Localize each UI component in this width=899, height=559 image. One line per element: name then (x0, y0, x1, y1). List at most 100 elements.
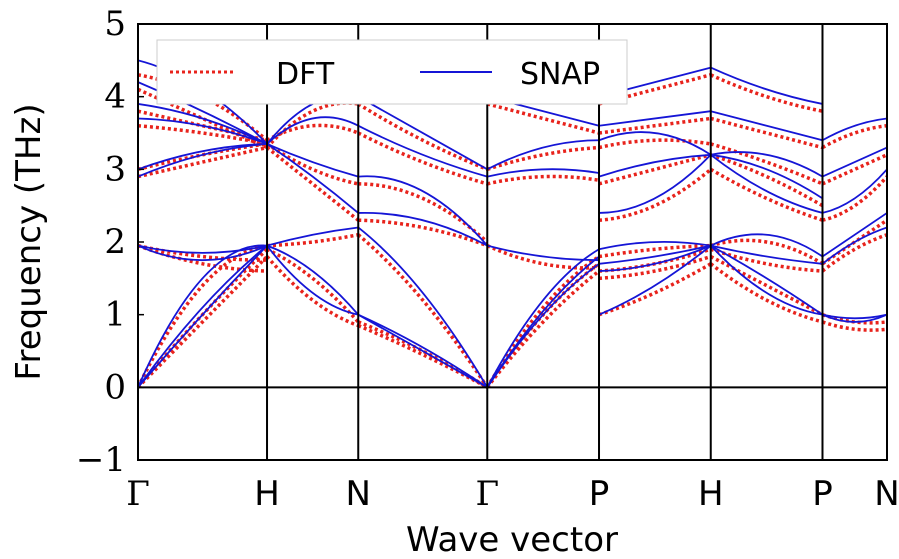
band-line-snap (138, 117, 268, 145)
band-line-dft (821, 123, 887, 150)
band-line-dft (821, 233, 887, 273)
band-line-snap (821, 212, 887, 258)
x-tick-label: Γ (475, 474, 499, 514)
band-line-snap (822, 313, 887, 323)
band-line-snap (487, 244, 600, 262)
band-line-dft (265, 101, 359, 149)
y-axis-label: Frequency (THz) (9, 103, 49, 380)
band-line-snap (710, 233, 823, 258)
band-line-snap (357, 226, 489, 388)
band-line-snap (357, 313, 488, 389)
x-tick-label: N (874, 474, 899, 514)
band-line-dft (598, 167, 712, 222)
band-line-dft (357, 233, 489, 389)
legend-box (156, 39, 628, 105)
band-line-dft (710, 238, 824, 266)
y-tick-label: 4 (104, 77, 126, 117)
band-line-snap (266, 143, 359, 178)
band-line-snap (486, 139, 600, 171)
band-line-dft (357, 102, 488, 171)
series-dft (138, 73, 887, 389)
band-line-snap (266, 245, 359, 316)
band-line-snap (358, 211, 488, 247)
band-line-snap (486, 248, 600, 388)
band-line-dft (138, 255, 269, 389)
band-line-dft (710, 153, 824, 208)
legend-label-snap: SNAP (520, 57, 600, 92)
band-line-snap (822, 168, 887, 214)
band-line-dft (265, 146, 360, 222)
band-line-dft (486, 102, 600, 135)
band-line-snap (357, 313, 488, 389)
band-line-snap (266, 244, 359, 316)
band-line-snap (266, 143, 359, 214)
band-line-dft (486, 145, 600, 171)
band-line-snap (598, 131, 712, 156)
band-line-dft (266, 123, 359, 142)
band-line-snap (822, 313, 887, 320)
y-tick-label: 1 (104, 295, 126, 335)
y-tick-label: 2 (104, 222, 126, 262)
band-line-snap (138, 245, 268, 388)
band-line-snap (138, 81, 268, 145)
series-snap (138, 59, 887, 389)
band-line-snap (822, 146, 887, 178)
band-line-snap (710, 245, 823, 316)
band-line-dft (138, 145, 268, 179)
band-line-dft (710, 142, 824, 186)
x-axis-label: Wave vector (406, 520, 618, 559)
x-tick-label: P (589, 474, 610, 514)
band-line-snap (710, 244, 823, 316)
band-line-snap (138, 103, 268, 145)
band-line-snap (138, 244, 268, 388)
band-line-snap (486, 255, 600, 388)
band-line-snap (598, 244, 712, 272)
band-line-dft (709, 167, 824, 222)
y-tick-label: 5 (104, 4, 126, 44)
band-line-snap (357, 95, 488, 171)
band-line-dft (598, 138, 712, 150)
band-line-dft (598, 254, 712, 281)
y-tick-label: 3 (104, 149, 126, 189)
legend: DFT SNAP (156, 39, 628, 105)
band-line-dft (598, 243, 711, 259)
band-line-dft (266, 142, 359, 186)
band-line-snap (710, 153, 823, 200)
band-line-snap (710, 154, 823, 214)
x-tick-label: P (812, 474, 833, 514)
band-line-dft (138, 243, 268, 273)
band-line-dft (709, 262, 823, 324)
band-line-dft (138, 243, 268, 389)
band-line-snap (266, 226, 359, 247)
band-line-dft (710, 73, 823, 113)
x-tick-label: N (346, 474, 371, 514)
y-axis-ticks: −1 0 1 2 3 4 5 (76, 4, 144, 480)
band-line-dft (709, 254, 824, 317)
band-line-dft (710, 116, 823, 150)
x-tick-label: H (698, 474, 724, 514)
band-line-snap (598, 244, 711, 265)
band-line-snap (822, 117, 887, 142)
band-line-dft (486, 244, 600, 270)
band-line-dft (486, 174, 600, 186)
band-line-dft (358, 182, 489, 244)
band-line-snap (821, 226, 887, 265)
x-tick-label: H (254, 474, 280, 514)
band-line-snap (138, 244, 268, 388)
band-line-snap (599, 154, 712, 214)
band-line-snap (357, 124, 488, 178)
band-line-snap (710, 244, 823, 265)
band-line-snap (598, 244, 712, 316)
x-tick-label: Γ (126, 474, 150, 514)
band-line-dft (598, 153, 712, 186)
band-line-snap (598, 153, 711, 178)
band-line-snap (598, 240, 711, 251)
band-line-snap (358, 175, 488, 247)
band-line-snap (138, 244, 268, 254)
band-line-snap (710, 66, 823, 105)
band-line-dft (822, 175, 887, 222)
bands-layer (138, 59, 887, 389)
band-line-dft (598, 262, 712, 317)
